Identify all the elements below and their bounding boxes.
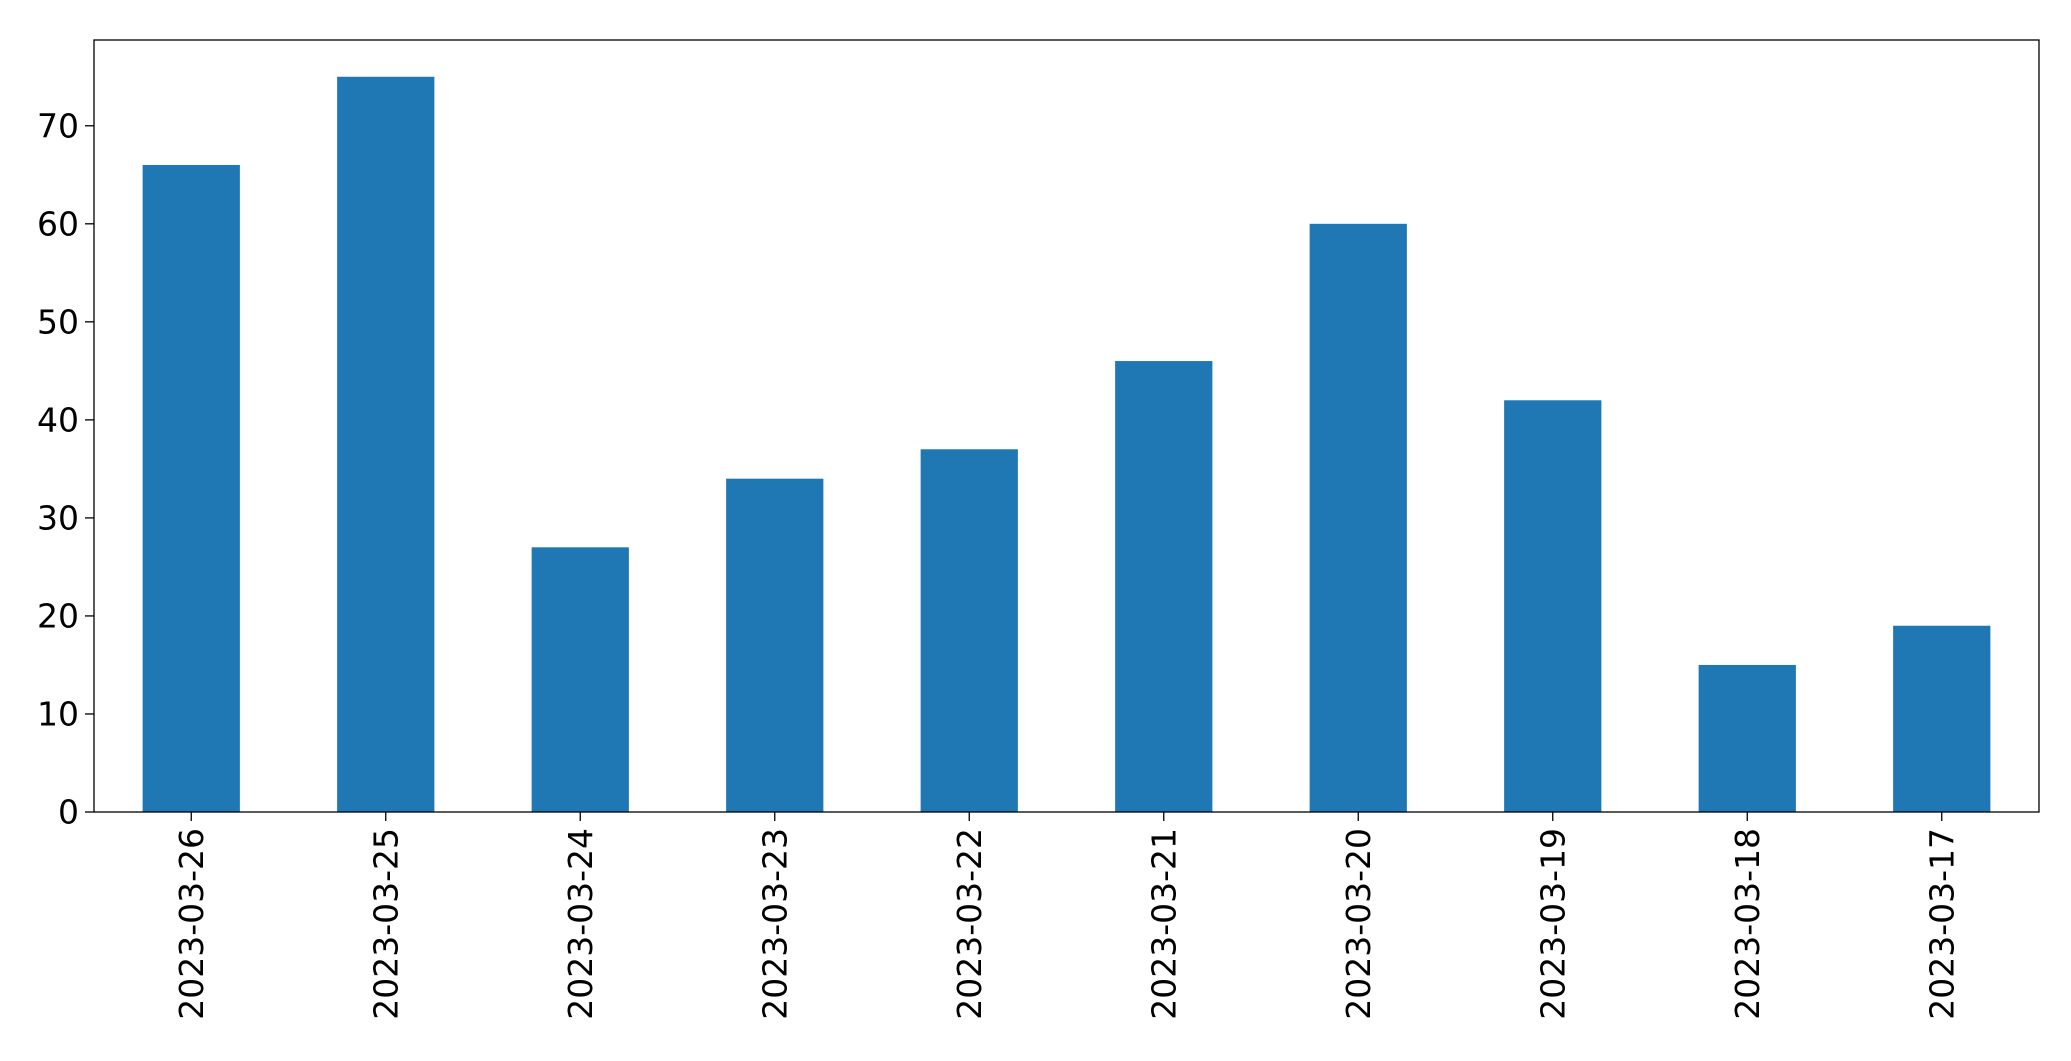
x-tick-label: 2023-03-25 — [366, 828, 405, 1020]
y-tick-label: 40 — [37, 400, 79, 439]
bar-2023-03-23 — [726, 478, 824, 812]
y-tick-label: 30 — [37, 498, 79, 537]
y-tick-label: 50 — [37, 302, 79, 341]
x-tick-label: 2023-03-23 — [755, 828, 794, 1020]
x-tick-label: 2023-03-24 — [561, 828, 600, 1020]
y-tick-label: 70 — [37, 106, 79, 145]
bar-2023-03-19 — [1504, 400, 1602, 812]
bar-2023-03-26 — [142, 164, 240, 813]
x-axis: 2023-03-26 2023-03-25 2023-03-24 2023-03-23… — [172, 812, 1961, 1020]
x-tick-label: 2023-03-21 — [1144, 828, 1183, 1020]
x-tick-label: 2023-03-22 — [950, 828, 989, 1020]
bar-2023-03-17 — [1893, 625, 1991, 812]
y-tick-label: 0 — [58, 793, 79, 832]
bar-2023-03-20 — [1309, 223, 1407, 812]
bar-2023-03-18 — [1698, 664, 1796, 812]
bar-2023-03-25 — [337, 76, 435, 812]
x-tick-label: 2023-03-17 — [1922, 828, 1961, 1020]
bar-2023-03-21 — [1115, 361, 1213, 812]
y-tick-label: 20 — [37, 596, 79, 635]
x-tick-label: 2023-03-26 — [172, 828, 211, 1020]
bar-2023-03-22 — [920, 449, 1018, 812]
y-tick-label: 10 — [37, 694, 79, 733]
x-tick-label: 2023-03-18 — [1728, 828, 1767, 1020]
bar-2023-03-24 — [531, 547, 629, 812]
bars-group — [142, 76, 1991, 813]
plot-frame — [93, 39, 2040, 813]
x-tick-label: 2023-03-19 — [1533, 828, 1572, 1020]
y-axis: 0 10 20 30 40 50 60 70 — [37, 106, 94, 832]
y-tick-label: 60 — [37, 204, 79, 243]
x-tick-label: 2023-03-20 — [1339, 828, 1378, 1020]
